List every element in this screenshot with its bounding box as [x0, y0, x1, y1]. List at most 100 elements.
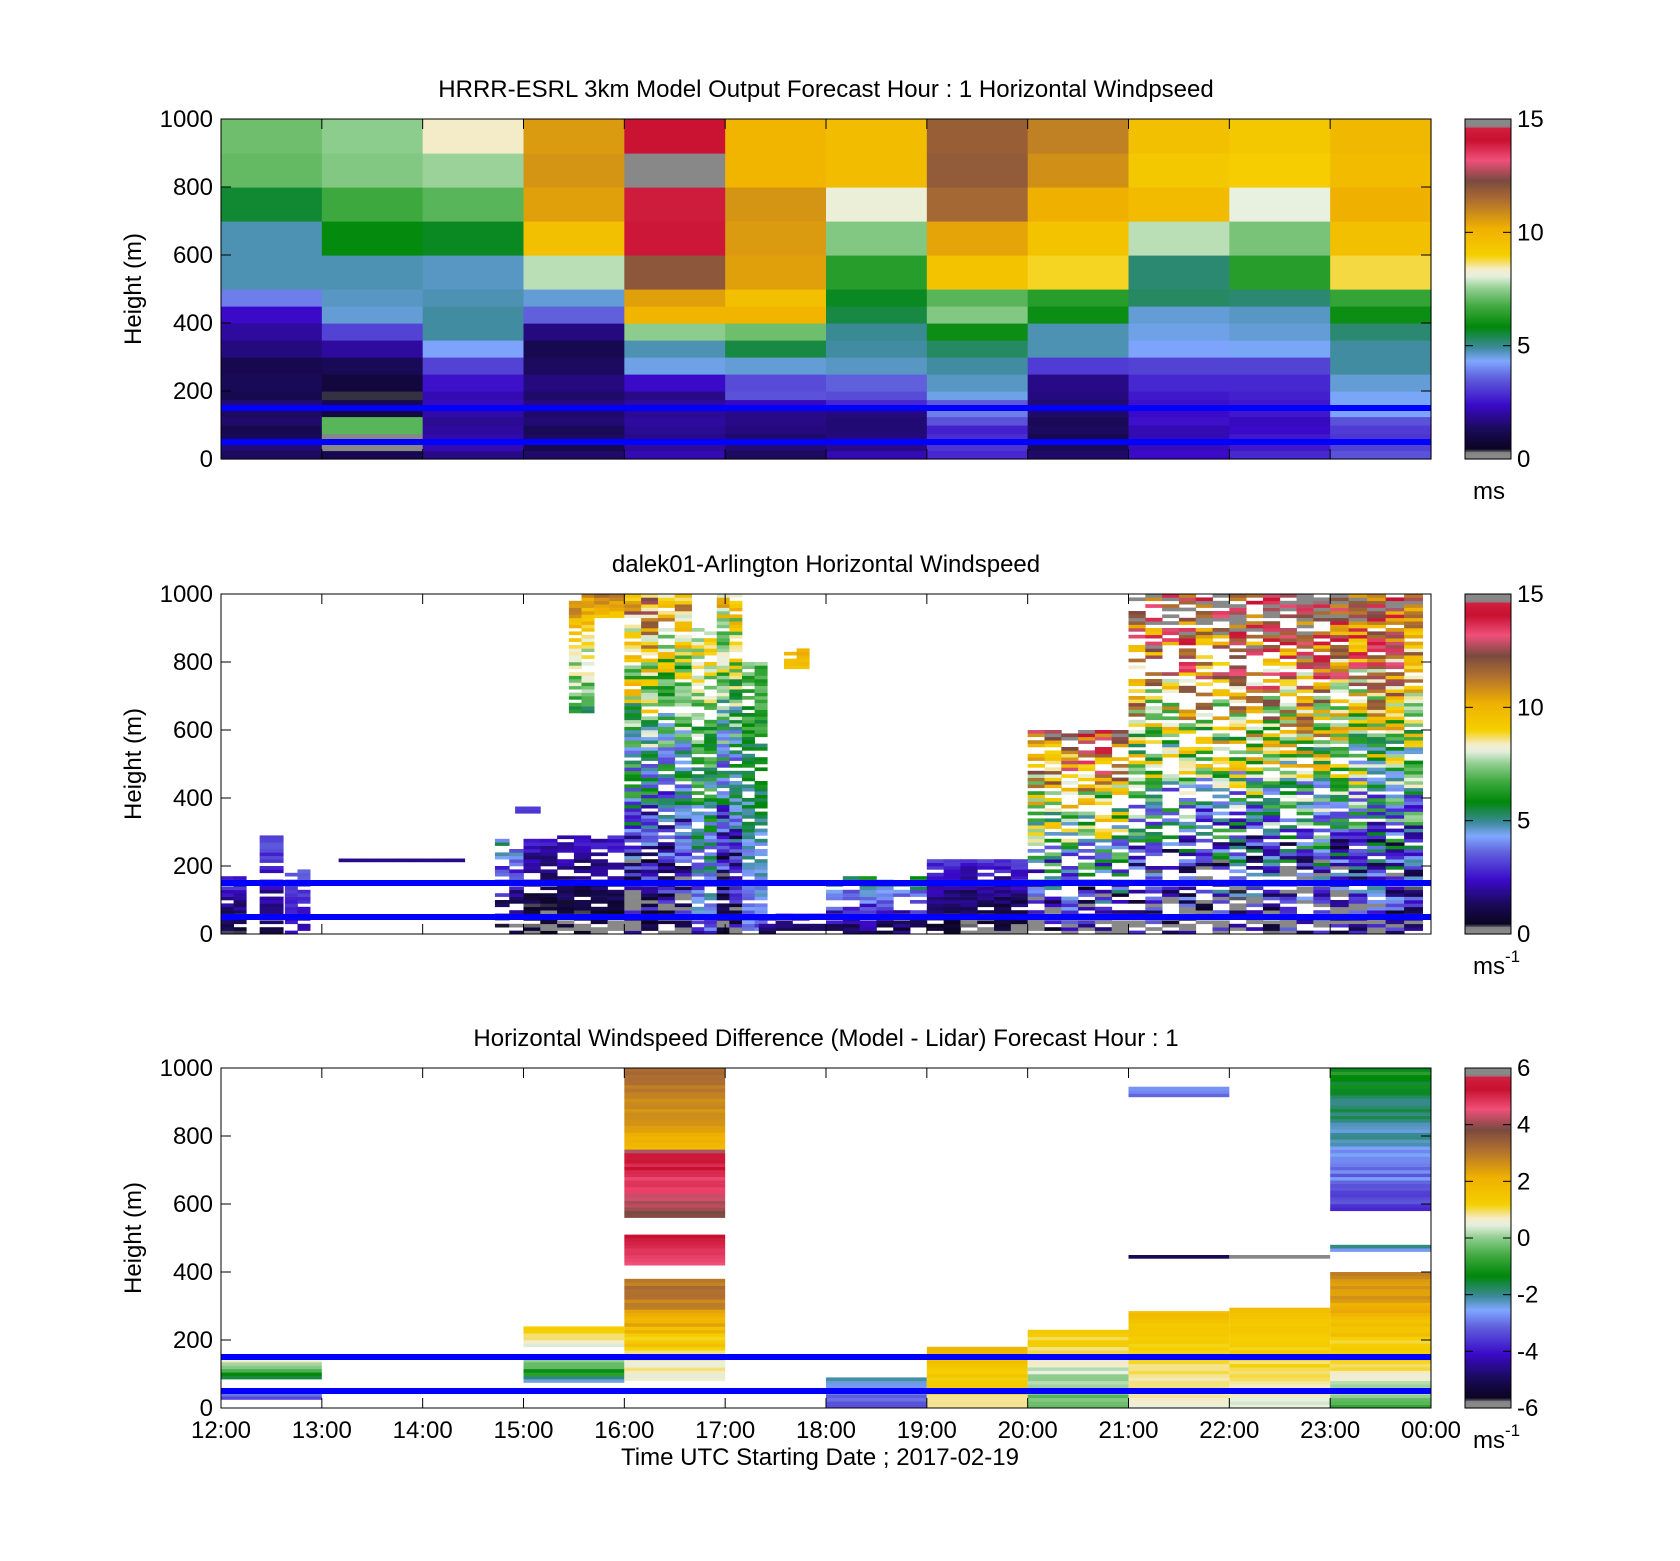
- lidar-cell: [641, 825, 659, 829]
- lidar-cell: [1313, 900, 1331, 904]
- lidar-cell: [568, 682, 582, 687]
- lidar-cell: [1044, 838, 1062, 843]
- lidar-cell: [1296, 787, 1314, 792]
- lidar-cell: [1212, 889, 1230, 894]
- lidar-cell: [1348, 835, 1368, 840]
- difference-cell: [1027, 1346, 1129, 1351]
- lidar-cell: [1296, 713, 1314, 717]
- model-cell: [523, 340, 625, 358]
- lidar-cell: [691, 638, 705, 642]
- lidar-cell: [573, 842, 592, 846]
- difference-cell: [624, 1289, 726, 1293]
- lidar-cell: [1061, 903, 1079, 908]
- difference-cell: [1128, 1384, 1230, 1388]
- lidar-cell: [1367, 760, 1387, 765]
- lidar-cell: [994, 889, 1012, 894]
- difference-cell: [624, 1248, 726, 1252]
- lidar-cell: [741, 862, 755, 867]
- lidar-cell: [641, 685, 659, 690]
- colorbar-segment: [1465, 363, 1511, 366]
- lidar-cell: [754, 815, 768, 819]
- lidar-cell: [1385, 862, 1405, 867]
- lidar-cell: [1330, 866, 1350, 870]
- colorbar-segment: [1465, 696, 1511, 699]
- lidar-cell: [674, 747, 692, 751]
- lidar-cell: [1246, 859, 1264, 863]
- lidar-cell: [1111, 808, 1129, 812]
- model-cell: [523, 416, 625, 426]
- lidar-cell: [1178, 804, 1197, 809]
- lidar-cell: [1111, 900, 1129, 904]
- lidar-cell: [926, 893, 945, 897]
- colorbar-segment: [1465, 1288, 1511, 1291]
- lidar-cell: [754, 696, 768, 700]
- lidar-cell: [1195, 672, 1213, 676]
- lidar-cell: [233, 889, 247, 894]
- lidar-cell: [960, 923, 978, 928]
- lidar-cell: [1313, 699, 1331, 704]
- lidar-cell: [509, 852, 524, 857]
- lidar-cell: [674, 770, 692, 775]
- lidar-cell: [1313, 760, 1331, 765]
- colorbar-segment: [1465, 1376, 1511, 1379]
- colorbar-segment: [1465, 766, 1511, 769]
- colorbar-segment: [1465, 175, 1511, 178]
- colorbar-segment: [1465, 1402, 1511, 1405]
- lidar-cell: [826, 889, 844, 894]
- lidar-cell: [876, 906, 894, 911]
- lidar-cell: [859, 920, 877, 925]
- y-tick-label: 800: [173, 174, 213, 201]
- lidar-cell: [1246, 719, 1264, 724]
- lidar-cell: [1195, 604, 1213, 608]
- colorbar-segment: [1465, 1230, 1511, 1233]
- difference-cell: [624, 1159, 726, 1164]
- lidar-cell: [1330, 611, 1350, 615]
- lidar-cell: [960, 910, 978, 914]
- y-tick-label: 600: [173, 242, 213, 269]
- lidar-cell: [1178, 631, 1197, 636]
- lidar-cell: [1246, 838, 1264, 843]
- model-cell: [1229, 391, 1331, 401]
- lidar-cell: [729, 835, 743, 840]
- difference-cell: [1330, 1309, 1431, 1314]
- model-cell: [523, 391, 625, 401]
- lidar-cell: [594, 594, 610, 598]
- lidar-cell: [657, 869, 676, 874]
- lidar-cell: [796, 651, 810, 656]
- lidar-cell: [1367, 825, 1387, 829]
- lidar-cell: [221, 906, 234, 911]
- lidar-cell: [716, 604, 730, 608]
- lidar-cell: [1229, 927, 1247, 931]
- lidar-cell: [1246, 770, 1264, 775]
- lidar-cell: [657, 689, 676, 693]
- model-cell: [624, 221, 726, 256]
- lidar-cell: [741, 665, 755, 670]
- lidar-cell: [1128, 910, 1146, 914]
- lidar-cell: [1385, 604, 1405, 608]
- lidar-cell: [1330, 798, 1350, 802]
- lidar-cell: [527, 806, 541, 811]
- lidar-cell: [581, 679, 595, 683]
- colorbar-segment: [1465, 702, 1511, 705]
- lidar-cell: [741, 849, 755, 853]
- lidar-cell: [1296, 886, 1314, 891]
- lidar-cell: [1262, 781, 1281, 785]
- colorbar-segment: [1465, 780, 1511, 783]
- colorbar-segment: [1465, 778, 1511, 781]
- difference-cell: [624, 1170, 726, 1174]
- difference-cell: [1330, 1183, 1431, 1188]
- lidar-cell: [1229, 682, 1247, 687]
- colorbar-segment: [1465, 1380, 1511, 1383]
- lidar-cell: [1313, 702, 1331, 707]
- lidar-cell: [674, 818, 692, 823]
- lidar-cell: [1111, 927, 1129, 931]
- lidar-cell: [581, 638, 595, 642]
- lidar-cell: [729, 930, 743, 935]
- lidar-cell: [691, 645, 705, 649]
- lidar-cell: [657, 859, 676, 863]
- lidar-cell: [716, 655, 730, 659]
- colorbar-segment: [1465, 1072, 1511, 1075]
- difference-cell: [826, 1397, 927, 1402]
- lidar-cell: [1367, 682, 1387, 687]
- lidar-cell: [1367, 641, 1387, 646]
